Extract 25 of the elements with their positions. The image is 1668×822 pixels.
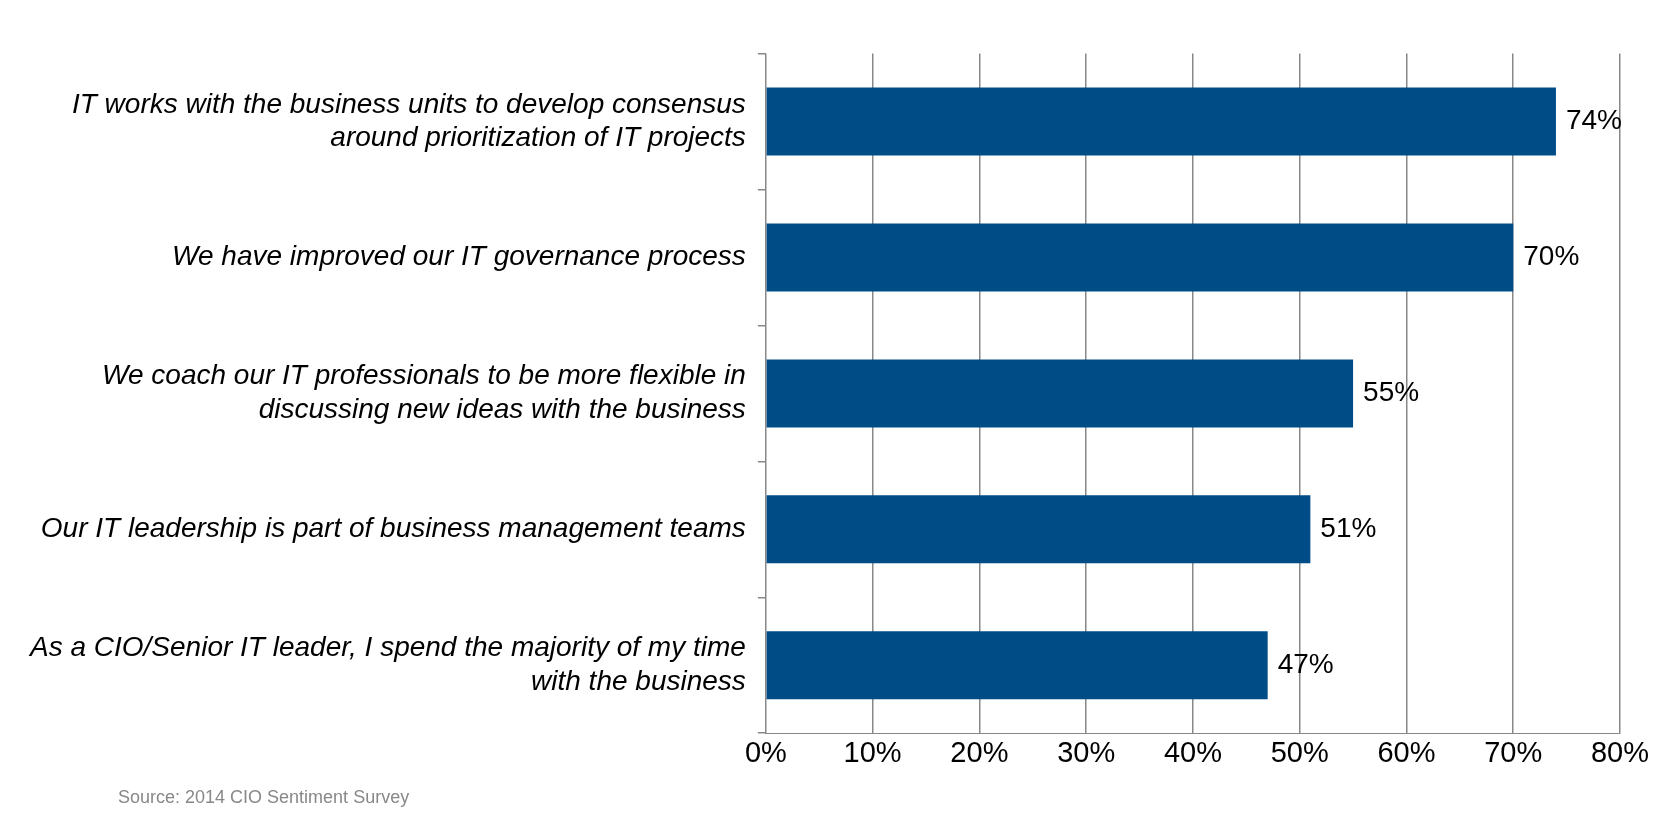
bar <box>766 495 1311 564</box>
x-tick-label: 40% <box>1163 735 1222 768</box>
y-tick-label: We coach our IT professionals to be more flexible in discussing new ideas with the business <box>102 359 746 424</box>
x-tick-label: 80% <box>1590 735 1650 768</box>
x-tick-label: 0% <box>744 735 787 768</box>
bar <box>766 359 1354 428</box>
y-tick-label: As a CIO/Senior IT leader, I spend the majority of my time with the business <box>27 631 746 696</box>
x-tick-label: 60% <box>1377 735 1436 768</box>
data-label: 51% <box>1320 512 1377 544</box>
x-tick-label: 10% <box>843 735 902 768</box>
y-tick-label: We have improved our IT governance process <box>172 240 746 272</box>
data-label: 70% <box>1523 240 1580 272</box>
data-label: 74% <box>1565 104 1622 136</box>
data-label: 47% <box>1277 647 1334 679</box>
x-tick-label: 20% <box>950 735 1009 768</box>
y-tick-label: Our IT leadership is part of business management teams <box>40 512 746 544</box>
x-tick-label: 30% <box>1057 735 1116 768</box>
bar <box>766 87 1556 156</box>
bar <box>766 223 1514 292</box>
source-note: Source: 2014 CIO Sentiment Survey <box>118 787 410 808</box>
x-tick-label: 50% <box>1270 735 1329 768</box>
x-tick-label: 70% <box>1484 735 1543 768</box>
bar <box>766 631 1268 700</box>
y-tick-label: IT works with the business units to develop consensus around prioritization of IT projects <box>71 87 746 153</box>
data-label: 55% <box>1363 376 1420 408</box>
